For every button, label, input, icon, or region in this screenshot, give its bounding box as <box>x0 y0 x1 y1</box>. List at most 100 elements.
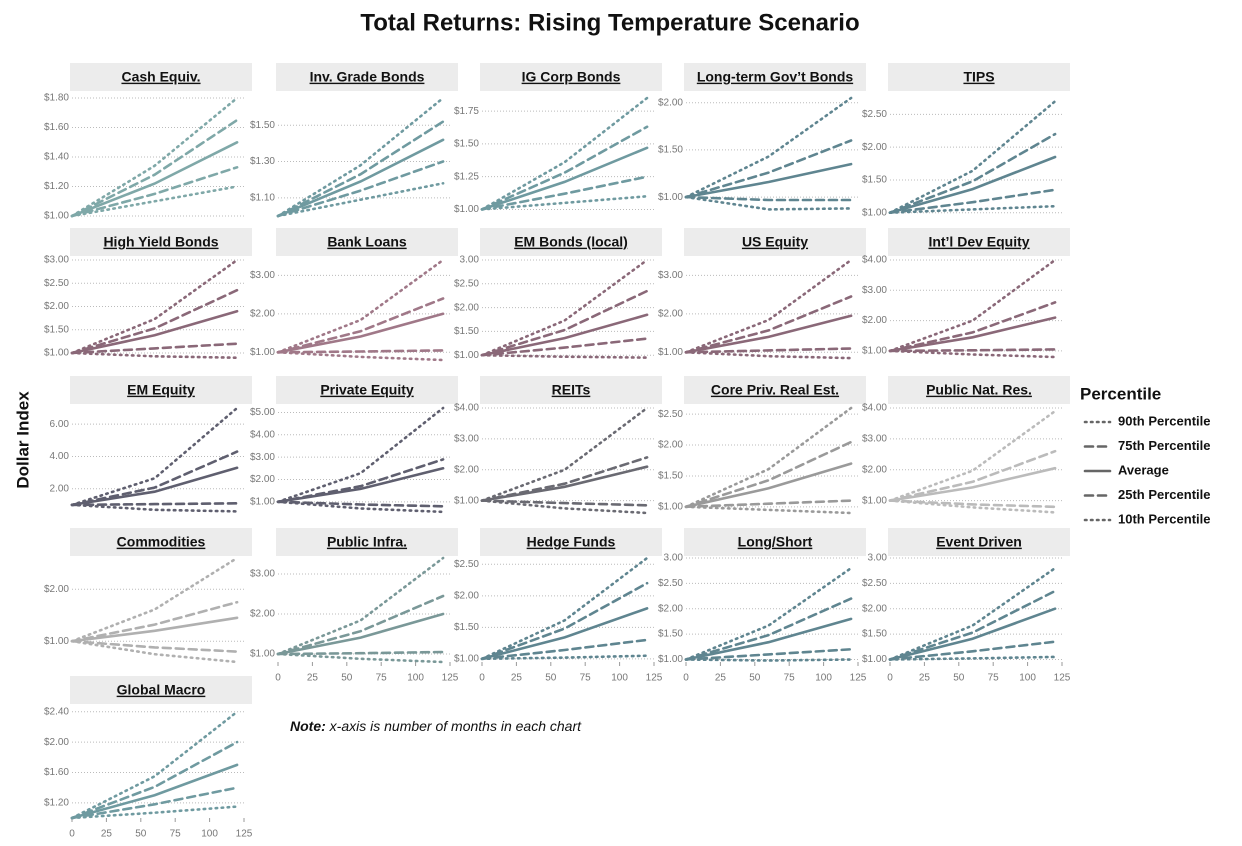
percentile-line <box>888 566 1057 661</box>
y-tick-label: $1.00 <box>862 207 887 218</box>
panel-title: Long/Short <box>738 534 813 550</box>
percentile-line <box>70 96 239 218</box>
percentile-line <box>70 258 239 355</box>
note-text: x-axis is number of months in each chart <box>329 718 582 734</box>
y-tick-label: $1.00 <box>250 496 275 507</box>
percentile-line <box>480 638 649 661</box>
y-tick-label: $1.00 <box>44 211 69 222</box>
percentile-line <box>888 258 1057 353</box>
panel-title-box <box>480 63 662 91</box>
percentile-line <box>888 607 1057 661</box>
percentile-line <box>70 805 239 820</box>
panel-title-box <box>276 376 458 404</box>
x-tick-label: 50 <box>135 829 147 840</box>
percentile-line <box>480 353 649 359</box>
panel-title-box <box>70 376 252 404</box>
percentile-line <box>888 655 1057 661</box>
percentile-line <box>276 650 445 656</box>
percentile-line <box>70 166 239 218</box>
y-tick-label: $2.00 <box>658 603 683 614</box>
x-tick-label: 75 <box>376 673 388 684</box>
y-tick-label: $1.40 <box>44 152 69 163</box>
percentile-line <box>480 456 649 502</box>
percentile-line <box>888 132 1057 214</box>
percentile-line <box>70 309 239 355</box>
percentile-line <box>888 589 1057 661</box>
percentile-line <box>684 505 853 515</box>
percentile-line <box>480 96 649 211</box>
panel-title: Cash Equiv. <box>121 69 200 85</box>
percentile-line <box>70 639 239 653</box>
y-tick-label: $3.00 <box>862 434 887 445</box>
percentile-line <box>684 195 853 202</box>
percentile-line <box>70 502 239 507</box>
x-tick-label: 25 <box>101 829 113 840</box>
x-tick-label: 50 <box>953 673 965 684</box>
percentile-line <box>888 188 1057 214</box>
percentile-line <box>480 175 649 211</box>
percentile-line <box>888 301 1057 353</box>
y-tick-label: $1.00 <box>454 204 479 215</box>
percentile-line <box>70 503 239 513</box>
y-tick-label: $1.25 <box>454 171 479 182</box>
y-tick-label: 6.00 <box>50 419 70 430</box>
y-tick-label: $1.00 <box>862 654 887 665</box>
panel-title: Event Driven <box>936 534 1022 550</box>
y-tick-label: $1.50 <box>44 324 69 335</box>
note-label: Note: <box>290 718 326 734</box>
percentile-line <box>276 500 445 508</box>
y-tick-label: $3.00 <box>454 434 479 445</box>
y-tick-label: $3.00 <box>658 270 683 281</box>
percentile-line <box>888 348 1057 353</box>
note: Note: x-axis is number of months in each… <box>290 718 582 734</box>
percentile-line <box>480 146 649 211</box>
y-tick-label: $1.00 <box>658 347 683 358</box>
y-tick-label: $2.00 <box>454 302 479 313</box>
legend-title: Percentile <box>1080 384 1161 403</box>
percentile-line <box>70 639 239 664</box>
panel-title-box <box>276 63 458 91</box>
y-tick-label: $4.00 <box>862 403 887 414</box>
y-tick-label: $1.00 <box>250 347 275 358</box>
y-tick-label: $1.50 <box>862 175 887 186</box>
percentile-line <box>888 204 1057 214</box>
percentile-line <box>684 648 853 661</box>
x-tick-label: 100 <box>201 829 218 840</box>
panel-title: Public Nat. Res. <box>926 382 1032 398</box>
percentile-line <box>684 314 853 354</box>
percentile-line <box>480 499 649 515</box>
y-tick-label: $2.00 <box>44 737 69 748</box>
y-tick-label: $2.50 <box>44 278 69 289</box>
y-tick-label: $4.00 <box>250 429 275 440</box>
percentile-line <box>276 96 445 218</box>
percentile-line <box>276 160 445 218</box>
percentile-line <box>70 406 239 507</box>
percentile-line <box>888 349 1057 359</box>
percentile-line <box>888 155 1057 214</box>
percentile-line <box>70 288 239 355</box>
panel-title: IG Corp Bonds <box>522 69 621 85</box>
y-tick-label: $1.75 <box>454 106 479 117</box>
percentile-line <box>888 466 1057 502</box>
panel-title: Bank Loans <box>327 234 407 250</box>
panel-title-box <box>480 228 662 256</box>
y-tick-label: $2.50 <box>658 409 683 420</box>
panel-title: Public Infra. <box>327 534 407 550</box>
x-tick-label: 125 <box>850 673 867 684</box>
y-tick-label: $1.00 <box>44 636 69 647</box>
percentile-line <box>684 658 853 662</box>
percentile-line <box>480 607 649 661</box>
y-tick-label: $1.00 <box>454 653 479 664</box>
y-tick-label: $2.50 <box>862 109 887 120</box>
x-tick-label: 25 <box>919 673 931 684</box>
panel-title-box <box>276 228 458 256</box>
y-tick-label: $2.00 <box>862 464 887 475</box>
percentile-line <box>888 499 1057 514</box>
y-tick-label: $1.00 <box>44 348 69 359</box>
panel-title-box <box>70 228 252 256</box>
percentile-line <box>480 258 649 357</box>
percentile-line <box>888 640 1057 661</box>
percentile-line <box>684 162 853 199</box>
percentile-line <box>276 467 445 504</box>
percentile-line <box>480 465 649 502</box>
